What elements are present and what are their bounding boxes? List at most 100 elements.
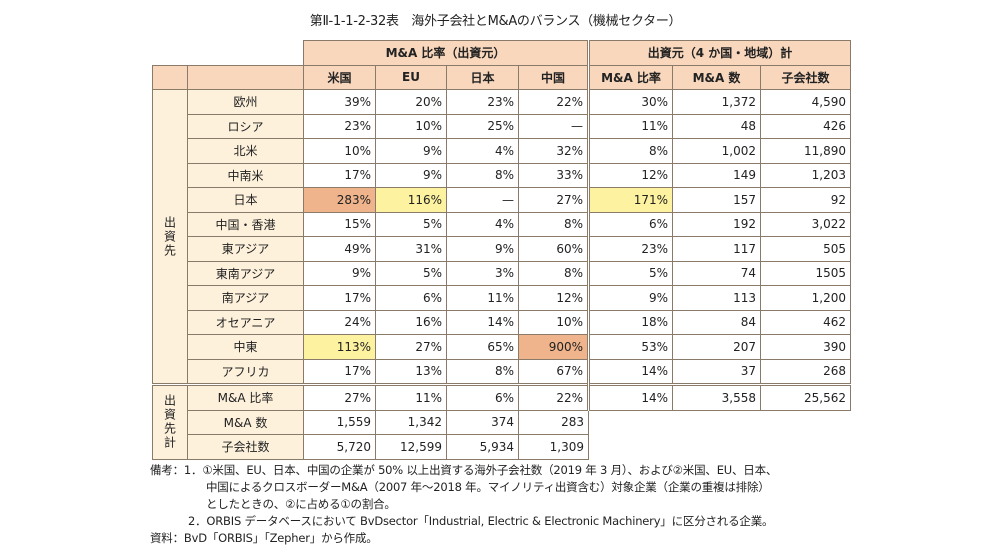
table-cell: 11%	[587, 113, 673, 139]
table-cell: 10%	[518, 309, 589, 335]
table-row: ロシア 23% 10% 25% —11% 48 426	[153, 113, 851, 139]
table-cell: 374	[446, 409, 519, 435]
table-cell: 32%	[518, 138, 589, 164]
table-cell: 9%	[446, 236, 519, 262]
table-cell: 6%	[375, 285, 447, 311]
note-2: 2．ORBIS データベースにおいて BvDsector「Industrial,…	[188, 514, 774, 528]
source-note: 資料：BvD「ORBIS」「Zepher」から作成。	[150, 531, 378, 545]
table-cell: 5,934	[446, 434, 519, 460]
row-label: 中国・香港	[187, 211, 304, 237]
table-row: 出資先 欧州 39% 20% 23% 22% 30% 1,372 4,590	[152, 89, 851, 385]
table-row: 東南アジア 9% 5% 3% 8% 5% 74 1505	[153, 260, 851, 286]
table-cell: 9%	[375, 162, 447, 188]
column-header: EU	[375, 64, 447, 90]
table-cell: 60%	[518, 236, 589, 262]
table-cell: 1,342	[375, 409, 447, 435]
table-cell: 3%	[446, 260, 519, 286]
row-label: 欧州	[187, 89, 304, 115]
column-header: 日本	[446, 64, 519, 90]
table-cell: 3,022	[760, 211, 851, 237]
table-cell: 11,890	[760, 138, 851, 164]
total-row: 子会社数 5,720 12,599 5,934 1,309	[153, 434, 851, 460]
table-cell: 8%	[446, 162, 519, 188]
row-label: ロシア	[187, 113, 304, 139]
total-row: M&A 数 1,559 1,342 374 283	[153, 409, 851, 435]
table-cell: 8%	[518, 211, 589, 237]
table-row: 日本 283% 116% —27% 171% 157 92	[153, 187, 851, 213]
table-cell: 5,720	[303, 434, 376, 460]
column-header: 中国	[518, 64, 589, 90]
table-cell: 113%	[303, 334, 376, 360]
table-cell: 39%	[303, 89, 376, 115]
table-row: 中国・香港 15% 5% 4% 8% 6% 192 3,022	[153, 211, 851, 237]
table-cell: 12,599	[375, 434, 447, 460]
table-cell: 1,203	[760, 162, 851, 188]
note-1-line-3: としたときの、②に占める①の割合。	[206, 497, 396, 511]
table-cell: 8%	[587, 138, 673, 164]
table-cell: 1505	[760, 260, 851, 286]
table-cell: 20%	[375, 89, 447, 115]
table-cell: 10%	[375, 113, 447, 139]
table-cell: 12%	[518, 285, 589, 311]
table-cell: 505	[760, 236, 851, 262]
empty-cell	[588, 434, 673, 459]
table-cell: 17%	[303, 285, 376, 311]
table-cell: 157	[672, 187, 761, 213]
table-cell: 14%	[587, 358, 673, 385]
row-label: 日本	[187, 187, 304, 213]
note-1-line-2: 中国によるクロスボーダーM&A（2007 年〜2018 年。マイノリティ出資含む…	[206, 480, 770, 494]
table-cell: 9%	[587, 285, 673, 311]
table-cell: 6%	[587, 211, 673, 237]
table-cell: 5%	[375, 260, 447, 286]
table-row: アフリカ 17% 13% 8% 67% 14% 37 268	[153, 358, 851, 385]
table-cell: 6%	[446, 383, 519, 411]
table-row: 東アジア 49% 31% 9% 60% 23% 117 505	[153, 236, 851, 262]
row-label: 中南米	[187, 162, 304, 188]
table-cell: 22%	[518, 383, 589, 411]
table-cell: 11%	[446, 285, 519, 311]
table-cell: 22%	[518, 89, 589, 115]
table-cell: 192	[672, 211, 761, 237]
table-cell: 53%	[587, 334, 673, 360]
header-corner-cell	[152, 64, 188, 90]
table-cell: 171%	[587, 187, 673, 213]
table-cell: 268	[760, 358, 851, 385]
table-cell: 30%	[587, 89, 673, 115]
table-cell: 283	[518, 409, 589, 435]
table-cell: 65%	[446, 334, 519, 360]
table-cell: 149	[672, 162, 761, 188]
table-cell: 15%	[303, 211, 376, 237]
table-cell: 74	[672, 260, 761, 286]
table-cell: 1,372	[672, 89, 761, 115]
table-cell: 426	[760, 113, 851, 139]
table-cell: 16%	[375, 309, 447, 335]
table-cell: 117	[672, 236, 761, 262]
table-cell: 10%	[303, 138, 376, 164]
empty-cell	[672, 434, 761, 459]
table-cell: 48	[672, 113, 761, 139]
table-cell: 113	[672, 285, 761, 311]
table-cell: 207	[672, 334, 761, 360]
table-cell: 8%	[446, 358, 519, 385]
table-cell: 900%	[518, 334, 589, 360]
table-row: 南アジア 17% 6% 11% 12% 9% 113 1,200	[153, 285, 851, 311]
column-header: M&A 数	[672, 64, 761, 90]
table-cell: 27%	[375, 334, 447, 360]
table-cell: 8%	[518, 260, 589, 286]
row-label: M&A 比率	[187, 383, 304, 411]
row-label: 子会社数	[187, 434, 304, 460]
table-cell: 14%	[587, 383, 673, 411]
group-label-destination: 出資先	[152, 89, 188, 385]
note-1-line-1: 1．①米国、EU、日本、中国の企業が 50% 以上出資する海外子会社数（2019…	[183, 463, 778, 477]
column-header: 子会社数	[760, 64, 851, 90]
table-cell: 12%	[587, 162, 673, 188]
row-label: 東南アジア	[187, 260, 304, 286]
row-label: 東アジア	[187, 236, 304, 262]
table-cell: 23%	[446, 89, 519, 115]
column-header: M&A 比率	[587, 64, 673, 90]
table-cell: 25%	[446, 113, 519, 139]
table-cell: 33%	[518, 162, 589, 188]
table-cell: 4%	[446, 211, 519, 237]
table-cell: 4%	[446, 138, 519, 164]
table-cell: 17%	[303, 162, 376, 188]
